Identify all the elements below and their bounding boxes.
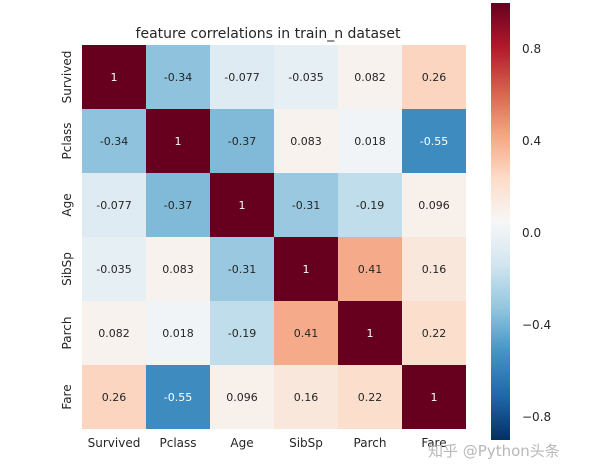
heatmap-cell-Fare-Survived [82, 365, 146, 429]
heatmap-cell-Pclass-Fare [402, 109, 466, 173]
cell-value-label: -0.19 [228, 327, 256, 340]
heatmap-cell-Age-Fare [402, 173, 466, 237]
heatmap-cell-Parch-Parch [338, 301, 402, 365]
colorbar-tick-label: 0.0 [522, 226, 541, 240]
heatmap-cell-Age-Pclass [146, 173, 210, 237]
y-tick-label-pclass: Pclass [60, 122, 74, 159]
watermark-text: 知乎 @Python头条 [428, 442, 560, 460]
cell-value-label: 0.082 [98, 327, 130, 340]
cell-value-label: -0.035 [288, 71, 323, 84]
heatmap-cell-Parch-Age [210, 301, 274, 365]
y-tick-label-fare: Fare [60, 384, 74, 409]
heatmap-cell-SibSp-Fare [402, 237, 466, 301]
cell-value-label: 1 [175, 135, 182, 148]
cell-value-label: -0.31 [292, 199, 320, 212]
x-tick-label-survived: Survived [88, 436, 141, 450]
cell-value-label: -0.077 [96, 199, 131, 212]
heatmap-cell-SibSp-Survived [82, 237, 146, 301]
cell-value-label: -0.34 [164, 71, 192, 84]
cell-value-label: -0.37 [228, 135, 256, 148]
cell-value-label: 0.22 [422, 327, 447, 340]
cell-value-label: 0.22 [358, 391, 383, 404]
heatmap-cell-Survived-Fare [402, 45, 466, 109]
colorbar-tick-label: 0.8 [522, 42, 541, 56]
heatmap-cell-Parch-Pclass [146, 301, 210, 365]
cell-value-label: 1 [111, 71, 118, 84]
cell-value-label: -0.55 [420, 135, 448, 148]
heatmap-cell-Fare-SibSp [274, 365, 338, 429]
colorbar-gradient [491, 3, 510, 440]
y-tick-label-parch: Parch [60, 317, 74, 350]
cell-value-label: 0.26 [102, 391, 127, 404]
cell-value-label: 1 [239, 199, 246, 212]
heatmap-cell-Parch-SibSp [274, 301, 338, 365]
heatmap-cell-SibSp-Parch [338, 237, 402, 301]
cell-value-label: 1 [367, 327, 374, 340]
heatmap-cell-Pclass-Parch [338, 109, 402, 173]
heatmap-cell-Age-Survived [82, 173, 146, 237]
heatmap-cell-Pclass-SibSp [274, 109, 338, 173]
cell-value-label: 0.41 [294, 327, 319, 340]
cell-value-label: 0.083 [162, 263, 194, 276]
cell-value-label: 0.096 [418, 199, 450, 212]
cell-value-label: 0.096 [226, 391, 258, 404]
colorbar-tick-label: 0.4 [522, 134, 541, 148]
y-tick-label-age: Age [60, 193, 74, 216]
cell-value-label: 0.16 [294, 391, 319, 404]
cell-value-label: -0.077 [224, 71, 259, 84]
cell-value-label: 0.16 [422, 263, 447, 276]
heatmap-cell-Fare-Parch [338, 365, 402, 429]
x-axis-tick-labels: Survived Pclass Age SibSp Parch Fare [88, 436, 447, 450]
x-tick-label-sibsp: SibSp [289, 436, 323, 450]
cell-value-label: 0.018 [354, 135, 386, 148]
y-axis-tick-labels: Survived Pclass Age SibSp Parch Fare [60, 51, 74, 410]
heatmap-cell-Pclass-Pclass [146, 109, 210, 173]
heatmap-cell-Parch-Survived [82, 301, 146, 365]
cell-value-label: 0.41 [358, 263, 383, 276]
heatmap-cell-Pclass-Survived [82, 109, 146, 173]
heatmap-cell-Survived-Parch [338, 45, 402, 109]
heatmap-cell-Age-Parch [338, 173, 402, 237]
cell-value-label: 1 [303, 263, 310, 276]
cell-value-label: -0.55 [164, 391, 192, 404]
cell-value-label: -0.34 [100, 135, 128, 148]
cell-value-label: -0.19 [356, 199, 384, 212]
cell-value-label: 0.083 [290, 135, 322, 148]
chart-title: feature correlations in train_n dataset [136, 26, 401, 42]
cell-value-label: 0.018 [162, 327, 194, 340]
heatmap-cell-Survived-Survived [82, 45, 146, 109]
heatmap-cell-Age-Age [210, 173, 274, 237]
cell-value-label: 0.082 [354, 71, 386, 84]
heatmap-cell-Age-SibSp [274, 173, 338, 237]
heatmap-cell-Fare-Age [210, 365, 274, 429]
colorbar-tick-label: −0.4 [522, 318, 551, 332]
heatmap-cell-Pclass-Age [210, 109, 274, 173]
x-tick-label-pclass: Pclass [159, 436, 196, 450]
heatmap-cell-SibSp-Pclass [146, 237, 210, 301]
heatmap-cell-Survived-Pclass [146, 45, 210, 109]
colorbar: −0.8 −0.4 0.0 0.4 0.8 [491, 3, 551, 440]
colorbar-tick-label: −0.8 [522, 410, 551, 424]
heatmap-cell-labels: 1 -0.34 -0.077 -0.035 0.082 0.26 -0.34 1 -0.37 0.… [96, 71, 449, 404]
cell-value-label: -0.37 [164, 199, 192, 212]
heatmap-cell-Survived-SibSp [274, 45, 338, 109]
heatmap-cell-SibSp-SibSp [274, 237, 338, 301]
heatmap-cells [82, 45, 466, 429]
x-tick-label-fare: Fare [421, 436, 446, 450]
heatmap-cell-Fare-Fare [402, 365, 466, 429]
x-tick-label-parch: Parch [354, 436, 387, 450]
y-tick-label-sibsp: SibSp [60, 252, 74, 286]
heatmap-cell-Survived-Age [210, 45, 274, 109]
cell-value-label: -0.035 [96, 263, 131, 276]
y-tick-label-survived: Survived [60, 51, 74, 104]
x-tick-label-age: Age [230, 436, 253, 450]
cell-value-label: 1 [431, 391, 438, 404]
heatmap-cell-Fare-Pclass [146, 365, 210, 429]
heatmap-cell-Parch-Fare [402, 301, 466, 365]
heatmap-cell-SibSp-Age [210, 237, 274, 301]
cell-value-label: -0.31 [228, 263, 256, 276]
cell-value-label: 0.26 [422, 71, 447, 84]
